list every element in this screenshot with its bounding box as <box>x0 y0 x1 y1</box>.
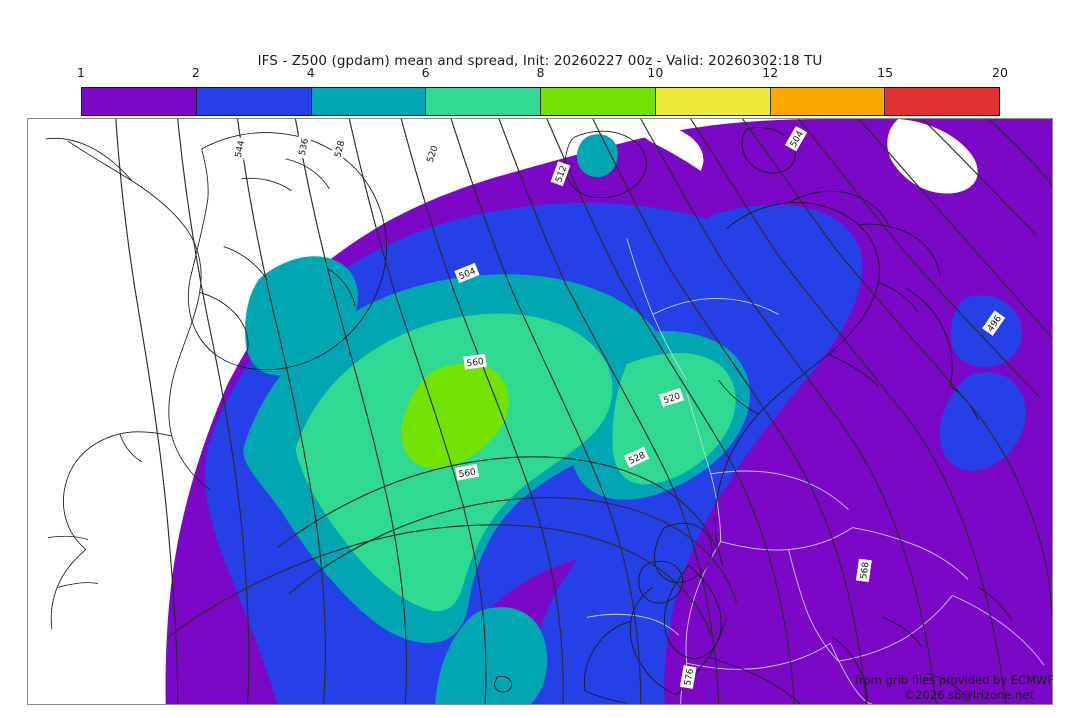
credits-copyright: ©2026 sb@lrizone.net <box>903 688 1034 702</box>
country-borders-layer <box>586 238 1045 704</box>
colorbar: 1 2 4 6 8 10 12 15 20 <box>77 65 1008 116</box>
spread-band-4-6-greenland <box>245 256 359 376</box>
colorbar-tick-20: 20 <box>992 65 1008 80</box>
spread-band-4-6-iceland-dot <box>576 134 618 178</box>
page-title: IFS - Z500 (gpdam) mean and spread, Init… <box>257 53 823 69</box>
colorbar-tick-15: 15 <box>877 65 894 80</box>
colorbar-band-4-6 <box>311 88 427 115</box>
svg-text:528: 528 <box>333 139 347 158</box>
spread-gap-northwest <box>28 119 458 704</box>
colorbar-band-8-10 <box>541 88 656 115</box>
colorbar-band-12-15 <box>770 88 886 115</box>
coastlines-layer <box>45 127 1013 704</box>
contour-lines-layer <box>115 119 1052 704</box>
svg-text:536: 536 <box>298 137 311 156</box>
spread-gap-barents <box>887 119 978 194</box>
colorbar-bands <box>81 87 1000 116</box>
colorbar-tick-1: 1 <box>77 65 85 80</box>
spread-band-4-6-iberia <box>435 607 548 704</box>
colorbar-tick-12: 12 <box>762 65 779 80</box>
svg-text:560: 560 <box>466 357 485 369</box>
colorbar-tick-2: 2 <box>191 65 200 80</box>
map-panel[interactable]: 544 536 528 520 <box>27 118 1053 705</box>
svg-text:576: 576 <box>683 668 696 687</box>
colorbar-tick-6: 6 <box>421 65 430 80</box>
colorbar-band-1-2 <box>82 88 197 115</box>
colorbar-band-2-4 <box>196 88 312 115</box>
spread-band-8-10 <box>401 363 509 469</box>
spread-shading-layer <box>28 119 1052 704</box>
colorbar-tick-8: 8 <box>536 65 545 80</box>
credits-source: from grib files provided by ECMWF <box>855 673 1054 687</box>
colorbar-tick-labels: 1 2 4 6 8 10 12 15 20 <box>77 65 1008 83</box>
colorbar-tick-4: 4 <box>306 65 315 80</box>
svg-text:560: 560 <box>458 467 477 480</box>
colorbar-band-6-8 <box>426 88 541 115</box>
colorbar-tick-10: 10 <box>647 65 664 80</box>
map-canvas: 544 536 528 520 <box>28 119 1052 704</box>
colorbar-band-10-12 <box>655 88 771 115</box>
colorbar-band-15-20 <box>885 88 999 115</box>
svg-text:568: 568 <box>859 561 871 580</box>
svg-text:544: 544 <box>234 139 247 158</box>
spread-gap-iceland <box>630 119 704 171</box>
